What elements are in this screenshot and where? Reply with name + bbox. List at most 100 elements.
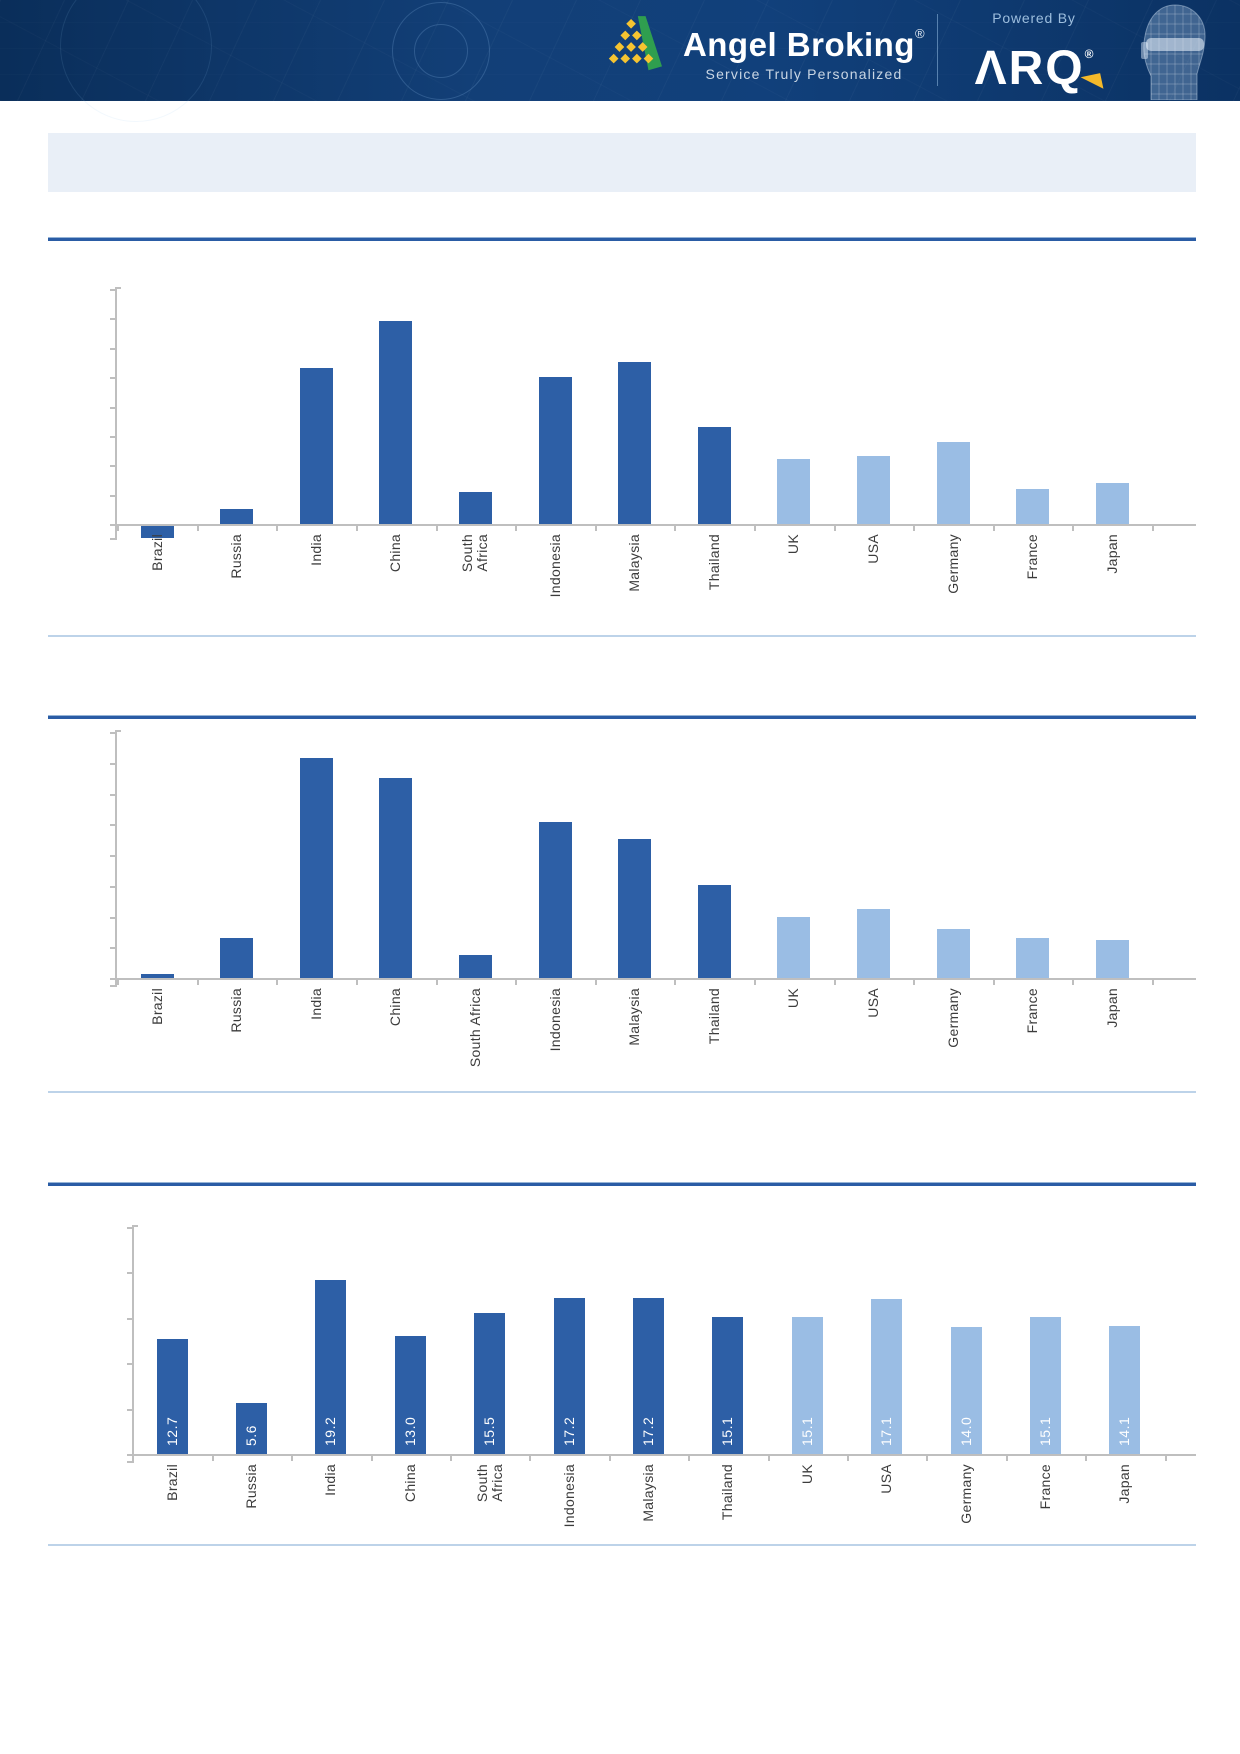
y-axis-tick-chart-3 <box>127 1408 132 1411</box>
category-label-china-chart-1: China <box>387 534 404 573</box>
x-axis-tick-chart-2 <box>992 980 995 985</box>
value-label-france: 15.1 <box>1036 1416 1053 1446</box>
y-axis-tick-chart-1 <box>110 494 115 497</box>
x-axis-tick-chart-1 <box>276 526 279 531</box>
bar-france-chart-3 <box>1029 1316 1061 1454</box>
category-label-south-africa-chart-2: South Africa <box>466 988 483 1068</box>
category-label-russia-chart-2: Russia <box>228 988 245 1033</box>
category-label-indonesia-chart-1: Indonesia <box>546 534 563 598</box>
bar-usa-chart-1 <box>856 456 890 524</box>
category-label-japan-chart-1: Japan <box>1103 534 1120 574</box>
bar-south-africa-chart-2 <box>458 954 492 978</box>
x-axis-tick-chart-2 <box>117 980 120 985</box>
y-axis-tick-chart-3 <box>127 1317 132 1320</box>
category-label-malaysia-chart-1: Malaysia <box>626 534 643 592</box>
value-label-germany: 14.0 <box>957 1416 974 1446</box>
y-axis-chart-2 <box>115 730 117 987</box>
bar-brazil-chart-1 <box>140 526 174 538</box>
category-label-thailand-chart-3: Thailand <box>719 1464 736 1521</box>
bar-brazil-chart-2 <box>140 973 174 978</box>
bar-indonesia-chart-3 <box>553 1297 585 1454</box>
x-axis-tick-chart-2 <box>196 980 199 985</box>
category-label-germany-chart-3: Germany <box>957 1464 974 1524</box>
value-label-uk: 15.1 <box>798 1416 815 1446</box>
bar-germany-chart-2 <box>936 928 970 978</box>
value-label-thailand: 15.1 <box>719 1416 736 1446</box>
bar-france-chart-2 <box>1016 937 1050 978</box>
bar-russia-chart-3 <box>235 1403 267 1454</box>
arq-logo-block: Powered By ΛRQ® <box>950 10 1118 95</box>
x-axis-tick-chart-1 <box>833 526 836 531</box>
x-axis-tick-chart-1 <box>1152 526 1154 531</box>
category-label-malaysia-chart-3: Malaysia <box>639 1464 656 1522</box>
bar-india-chart-2 <box>299 758 333 978</box>
category-label-brazil-chart-1: Brazil <box>148 534 165 571</box>
y-axis-tick-chart-3 <box>127 1363 132 1366</box>
y-axis-top-cap-chart-2 <box>115 730 121 732</box>
bar-japan-chart-2 <box>1095 940 1129 978</box>
category-label-indonesia-chart-2: Indonesia <box>546 988 563 1052</box>
x-axis-tick-chart-2 <box>356 980 358 985</box>
value-label-malaysia: 17.2 <box>639 1416 656 1446</box>
y-axis-tick-chart-2 <box>110 824 115 827</box>
y-axis-tick-chart-1 <box>110 289 115 291</box>
section-bottom-rule-chart-2 <box>48 1091 1196 1093</box>
x-axis-tick-chart-3 <box>211 1456 214 1461</box>
x-axis-tick-chart-2 <box>1072 980 1075 985</box>
circuit-circle-decoration <box>414 24 468 78</box>
bar-uk-chart-1 <box>777 459 811 524</box>
y-axis-end-tick-chart-3 <box>127 1461 132 1463</box>
bar-china-chart-1 <box>379 321 413 524</box>
y-axis-end-tick-chart-1 <box>110 538 115 540</box>
x-axis-tick-chart-1 <box>754 526 756 531</box>
x-axis-tick-chart-2 <box>754 980 756 985</box>
x-axis-tick-chart-3 <box>1164 1456 1167 1461</box>
y-axis-tick-chart-2 <box>110 916 115 919</box>
bar-uk-chart-3 <box>791 1316 823 1454</box>
title-banner <box>48 133 1196 192</box>
y-axis-tick-chart-2 <box>110 947 115 950</box>
y-axis-chart-1 <box>115 287 117 540</box>
category-label-brazil-chart-2: Brazil <box>148 988 165 1025</box>
powered-by-label: Powered By <box>992 10 1076 26</box>
bar-malaysia-chart-3 <box>632 1297 664 1454</box>
y-axis-chart-3 <box>132 1225 134 1463</box>
x-axis-tick-chart-3 <box>291 1456 294 1461</box>
category-label-france-chart-1: France <box>1024 534 1041 580</box>
y-axis-tick-chart-2 <box>110 793 115 796</box>
x-axis-tick-chart-1 <box>515 526 518 531</box>
x-axis-tick-chart-3 <box>529 1456 532 1461</box>
category-label-japan-chart-2: Japan <box>1103 988 1120 1028</box>
category-label-china-chart-2: China <box>387 988 404 1027</box>
x-axis-tick-chart-3 <box>926 1456 929 1461</box>
bar-japan-chart-3 <box>1109 1326 1141 1454</box>
category-label-france-chart-2: France <box>1024 988 1041 1034</box>
registered-mark: ® <box>1084 47 1094 61</box>
x-axis-tick-chart-2 <box>1152 980 1154 985</box>
section-bottom-rule-chart-1 <box>48 635 1196 637</box>
category-label-thailand-chart-2: Thailand <box>705 988 722 1045</box>
category-label-uk-chart-3: UK <box>798 1464 815 1485</box>
brand-name: Angel Broking® <box>682 26 926 63</box>
category-label-uk-chart-2: UK <box>785 988 802 1009</box>
bar-thailand-chart-1 <box>697 427 731 524</box>
bar-japan-chart-1 <box>1095 482 1129 524</box>
y-axis-tick-chart-1 <box>110 524 115 526</box>
category-label-france-chart-3: France <box>1036 1464 1053 1510</box>
x-axis-tick-chart-2 <box>913 980 916 985</box>
y-axis-tick-chart-1 <box>110 435 115 438</box>
section-rule-chart-1 <box>48 237 1196 241</box>
bar-india-chart-1 <box>299 368 333 524</box>
x-axis-tick-chart-1 <box>196 526 199 531</box>
category-label-germany-chart-1: Germany <box>944 534 961 594</box>
y-axis-tick-chart-1 <box>110 406 115 409</box>
x-axis-chart-1 <box>115 524 1196 526</box>
arq-logo: ΛRQ® <box>950 28 1118 95</box>
bar-france-chart-1 <box>1016 488 1050 525</box>
circuit-circle-decoration <box>392 2 490 100</box>
x-axis-chart-2 <box>115 978 1196 980</box>
value-label-brazil: 12.7 <box>163 1416 180 1446</box>
x-axis-tick-chart-3 <box>688 1456 691 1461</box>
bar-usa-chart-3 <box>871 1298 903 1454</box>
